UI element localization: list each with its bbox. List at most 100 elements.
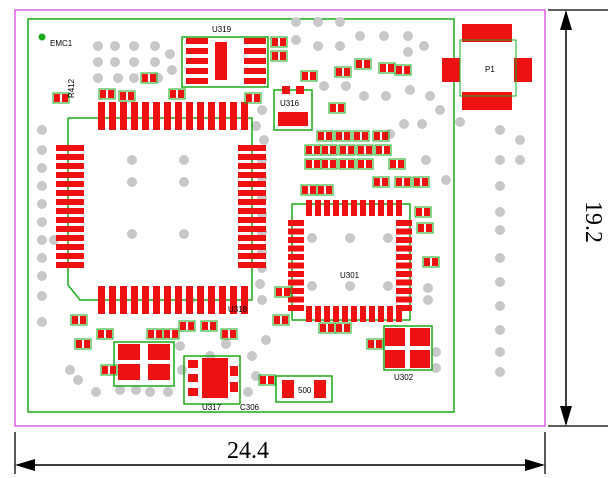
pad xyxy=(396,178,402,186)
pad xyxy=(369,200,375,216)
pad xyxy=(288,220,304,226)
pad xyxy=(150,74,156,82)
pad xyxy=(131,286,138,314)
pad xyxy=(324,200,330,216)
pad xyxy=(356,60,362,68)
pad xyxy=(404,178,410,186)
via xyxy=(495,325,505,335)
pad xyxy=(197,102,204,130)
pad xyxy=(358,146,364,154)
pad xyxy=(238,208,266,214)
passive-outline xyxy=(394,176,412,188)
pad xyxy=(120,92,126,100)
pad xyxy=(288,245,304,252)
pad xyxy=(175,102,182,130)
via xyxy=(65,365,75,375)
pad xyxy=(288,296,304,303)
via xyxy=(145,387,155,397)
passive-outline xyxy=(334,66,352,78)
via xyxy=(341,81,351,91)
passive-outline xyxy=(52,92,70,104)
u317-footprint xyxy=(183,355,241,405)
pad xyxy=(186,286,193,314)
via xyxy=(177,365,187,375)
pad xyxy=(56,253,84,259)
via xyxy=(435,105,445,115)
passive-outline xyxy=(356,144,374,156)
via xyxy=(127,229,137,239)
via xyxy=(441,175,451,185)
pad xyxy=(282,316,288,324)
pad xyxy=(398,160,404,168)
pad xyxy=(310,186,316,194)
u318-label: U318 xyxy=(228,305,248,314)
pad xyxy=(322,160,328,168)
pad xyxy=(131,102,138,130)
via xyxy=(127,155,137,165)
pad xyxy=(272,52,278,60)
via xyxy=(243,387,253,397)
via xyxy=(431,347,441,357)
pad xyxy=(424,208,430,216)
pad xyxy=(396,254,412,260)
via xyxy=(495,301,505,311)
pad xyxy=(238,235,266,241)
pad xyxy=(388,64,394,72)
pad xyxy=(62,94,68,102)
pad xyxy=(322,146,328,154)
passive-outline xyxy=(328,102,346,114)
pad xyxy=(56,154,84,160)
passive-outline xyxy=(270,50,288,62)
pad xyxy=(98,102,105,130)
via xyxy=(495,347,505,357)
pad xyxy=(238,199,266,205)
pad xyxy=(396,237,412,243)
pad xyxy=(120,102,127,130)
via xyxy=(129,41,139,51)
pad xyxy=(336,132,342,140)
pad xyxy=(306,160,312,168)
via xyxy=(495,253,505,263)
pad xyxy=(384,146,390,154)
pad xyxy=(302,72,308,80)
pad xyxy=(208,102,215,130)
via xyxy=(175,341,185,351)
u319-footprint xyxy=(181,36,269,88)
c500-footprint xyxy=(275,375,333,403)
via xyxy=(110,57,120,67)
pad xyxy=(396,271,412,277)
pad xyxy=(324,306,330,322)
pad xyxy=(362,132,368,140)
via xyxy=(431,363,441,373)
pad xyxy=(432,258,438,266)
via xyxy=(359,91,369,101)
height-dimension-label: 19.2 xyxy=(580,201,606,243)
via xyxy=(113,73,123,83)
pad xyxy=(180,322,186,330)
via xyxy=(515,155,525,165)
via xyxy=(495,225,505,235)
pad xyxy=(360,306,366,322)
passive-outline xyxy=(338,158,356,170)
pad xyxy=(208,286,215,314)
pad xyxy=(344,132,350,140)
pad xyxy=(288,279,304,286)
passive-outline xyxy=(70,314,88,326)
via xyxy=(403,31,413,41)
pad xyxy=(396,66,402,74)
pad xyxy=(186,102,193,130)
pad xyxy=(238,163,266,169)
passive-outline xyxy=(374,144,392,156)
via xyxy=(291,35,301,45)
via xyxy=(129,57,139,67)
pad xyxy=(110,366,116,374)
pad xyxy=(84,340,90,348)
pad xyxy=(314,146,320,154)
pad xyxy=(368,340,374,348)
pad xyxy=(274,316,280,324)
pad xyxy=(318,132,324,140)
pad xyxy=(56,235,84,241)
via xyxy=(150,57,160,67)
pad xyxy=(318,186,324,194)
pad xyxy=(306,200,312,216)
